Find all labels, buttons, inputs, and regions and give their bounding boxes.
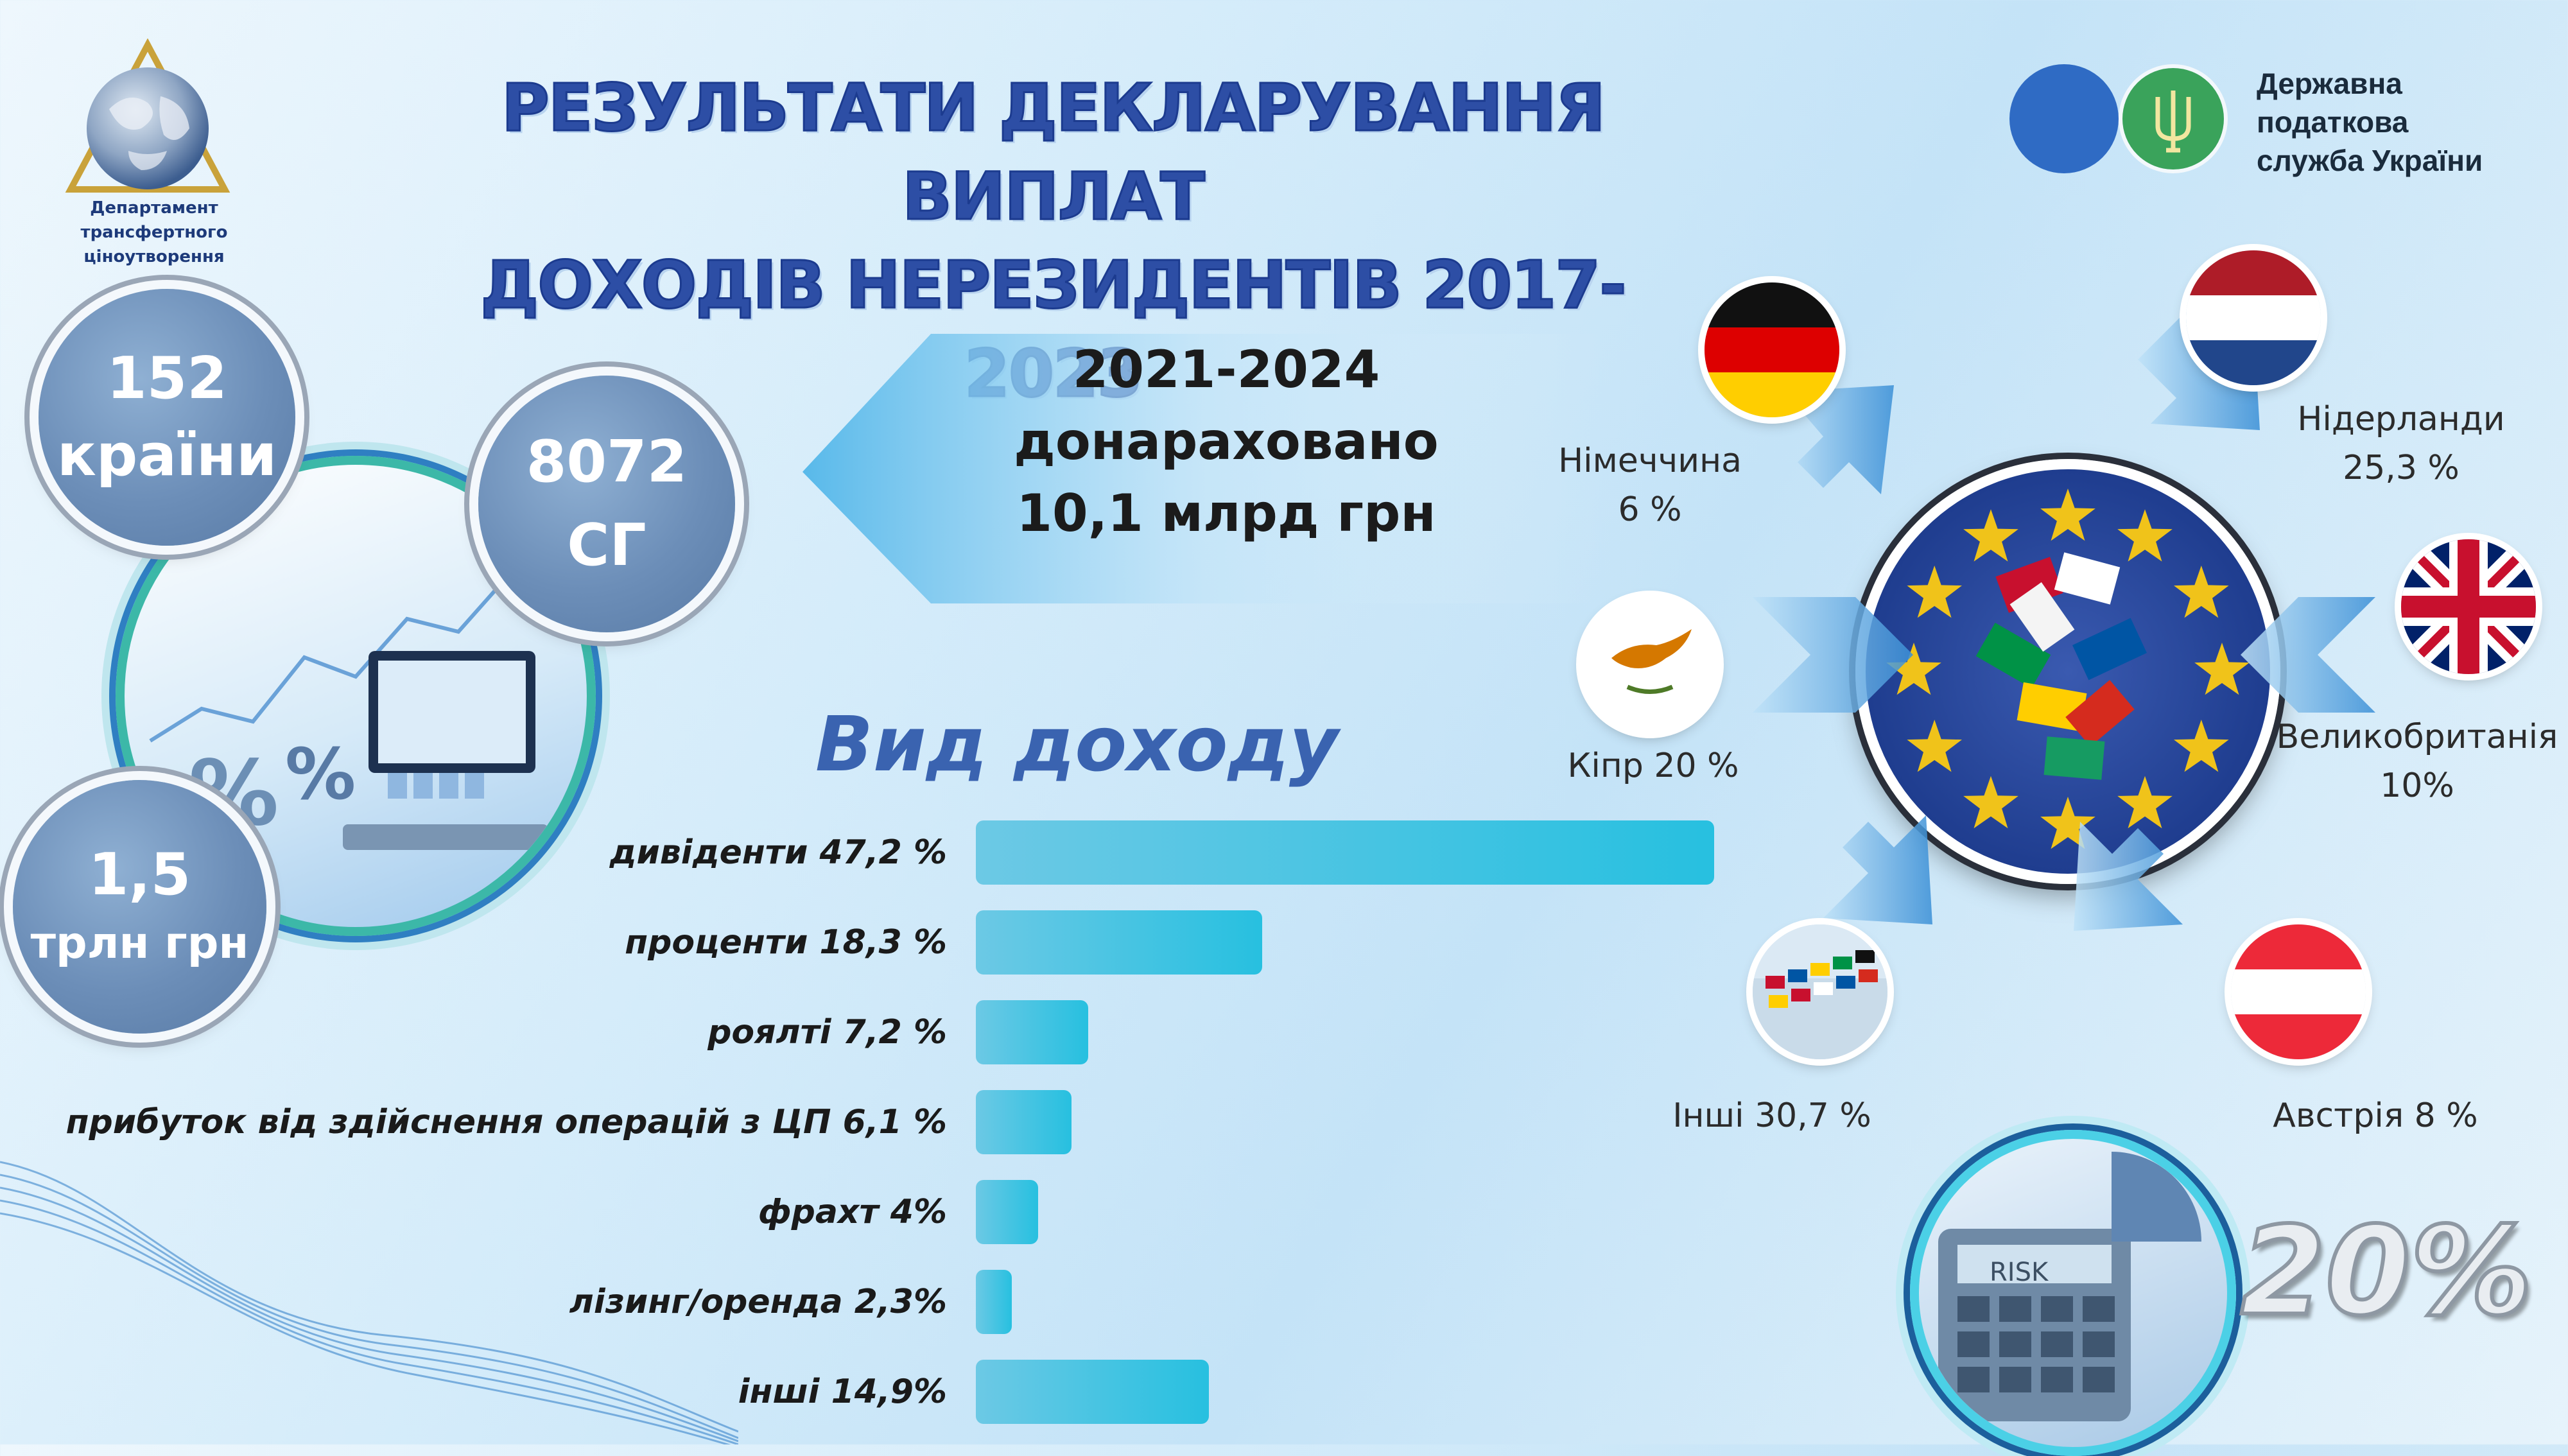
germany-flag: [1705, 282, 1839, 417]
eu-star-icon: [2117, 776, 2173, 829]
stat-countries: 152 країни: [39, 289, 295, 546]
bar: [976, 1000, 1089, 1064]
country-netherlands-name: Нідерланди: [2297, 400, 2505, 438]
eu-star-icon: [1907, 566, 1962, 618]
country-cyprus-name: Кіпр 20 %: [1567, 747, 1739, 785]
headline-banner: [802, 334, 1605, 603]
dps-name-line1: Державна: [2257, 67, 2402, 100]
country-germany-pct: 6 %: [1618, 490, 1682, 529]
risk-calculator-image: RISK: [1910, 1130, 2236, 1456]
eu-stars-icon: [1886, 489, 2250, 849]
cyprus-flag: [1583, 597, 1717, 732]
stat-total: 1,5 трлн грн: [13, 780, 266, 1034]
department-name-line2: ціноутворення: [83, 247, 225, 266]
blue-circle-icon: [2009, 64, 2119, 173]
bar: [976, 1090, 1071, 1154]
eu-star-icon: [1963, 509, 2018, 562]
arrow-banner-icon: [802, 334, 1605, 603]
department-name-line1: Департамент трансфертного: [80, 198, 228, 242]
country-netherlands: Нідерланди 25,3 %: [2286, 395, 2517, 492]
many-flags-icon: [1766, 950, 1878, 1008]
stat-total-unit: трлн грн: [30, 918, 249, 969]
headline-line2: донараховано: [1014, 412, 1439, 471]
eu-star-icon: [2174, 720, 2229, 772]
dps-name: Державна податкова служба України: [2257, 64, 2483, 180]
stat-companies-unit: СГ: [567, 512, 646, 579]
country-austria-name: Австрія 8 %: [2273, 1096, 2478, 1135]
chart-graphics-icon: % %: [149, 553, 575, 850]
country-netherlands-pct: 25,3 %: [2343, 449, 2460, 487]
bar: [976, 1180, 1039, 1244]
eu-flags-circle: [1855, 459, 2280, 884]
risk-label: RISK: [1990, 1258, 2049, 1287]
wave-decoration: [0, 1161, 738, 1444]
department-logo: [64, 38, 231, 199]
country-germany: Німеччина 6 %: [1534, 437, 1766, 534]
country-cyprus: Кіпр 20 %: [1534, 741, 1772, 790]
bar: [976, 910, 1262, 975]
uk-flag: [2401, 539, 2536, 674]
eu-star-icon: [2194, 643, 2250, 695]
stat-total-value: 1,5: [88, 841, 191, 908]
cyprus-map-icon: [1611, 629, 1692, 694]
country-uk-name: Великобританія: [2276, 718, 2558, 756]
eu-star-icon: [1963, 776, 2018, 829]
austria-flag: [2231, 924, 2366, 1059]
dps-name-line2: податкова: [2257, 105, 2409, 139]
country-others-name: Інші 30,7 %: [1672, 1096, 1871, 1135]
dps-name-line3: служба України: [2257, 144, 2483, 177]
headline-amount: 10,1 млрд грн: [1016, 483, 1436, 543]
chevron-others-icon: [1823, 815, 1932, 924]
eu-star-icon: [2174, 566, 2229, 618]
trident-icon: [2155, 91, 2191, 153]
union-jack-icon: [2401, 539, 2536, 674]
bar: [976, 820, 1714, 885]
percent-badge: 20%: [2239, 1199, 2535, 1344]
green-trident-circle-icon: [2119, 64, 2228, 173]
eu-star-icon: [2040, 797, 2095, 849]
eu-star-icon: [1886, 643, 1941, 695]
world-flags: [1753, 924, 1887, 1059]
headline-period: 2021-2024: [1072, 340, 1380, 399]
svg-text:%: %: [285, 733, 356, 815]
bar: [976, 1360, 1210, 1424]
stat-countries-value: 152: [107, 345, 227, 412]
country-germany-name: Німеччина: [1558, 442, 1742, 480]
page-title-line1: РЕЗУЛЬТАТИ ДЕКЛАРУВАННЯ ВИПЛАТ: [501, 69, 1607, 236]
eu-star-icon: [2040, 489, 2095, 541]
eu-star-icon: [1907, 720, 1962, 772]
country-uk-pct: 10%: [2380, 767, 2454, 805]
headline: 2021-2024 донараховано 10,1 млрд грн: [886, 334, 1566, 550]
department-name: Департамент трансфертного ціноутворення: [19, 196, 289, 269]
country-uk: Великобританія 10%: [2266, 713, 2568, 810]
country-austria: Австрія 8 %: [2260, 1091, 2491, 1140]
globe-triangle-icon: [65, 38, 230, 193]
chart-title: Вид доходу: [815, 700, 1339, 788]
country-others: Інші 30,7 %: [1650, 1091, 1894, 1140]
eu-star-icon: [2117, 509, 2173, 562]
stat-companies: 8072 СГ: [478, 376, 735, 632]
netherlands-flag: [2186, 250, 2321, 385]
dps-logo: [2009, 61, 2241, 177]
bar: [976, 1270, 1012, 1334]
stat-countries-unit: країни: [56, 422, 277, 489]
calculator-icon: [1938, 1152, 2201, 1421]
stat-companies-value: 8072: [526, 428, 688, 496]
